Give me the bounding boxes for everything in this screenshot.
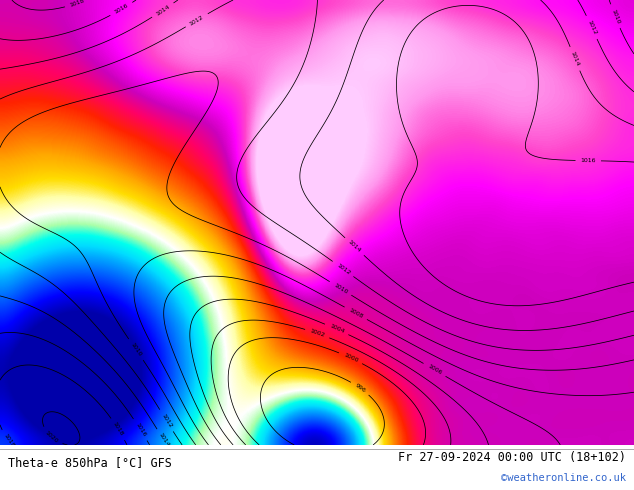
Text: 1004: 1004: [328, 324, 345, 335]
Text: 1000: 1000: [342, 352, 359, 364]
Text: 1018: 1018: [3, 433, 15, 449]
Text: 996: 996: [354, 383, 366, 393]
Text: 1016: 1016: [113, 3, 129, 15]
Text: 1018: 1018: [112, 421, 124, 437]
Text: 1020: 1020: [44, 430, 59, 444]
Text: 1012: 1012: [586, 19, 597, 35]
Text: 1012: 1012: [189, 14, 205, 26]
Text: 1006: 1006: [427, 364, 443, 376]
Text: 1018: 1018: [69, 0, 85, 8]
Text: 1010: 1010: [333, 282, 349, 294]
Text: 1016: 1016: [581, 158, 596, 163]
Text: 1014: 1014: [570, 50, 580, 67]
Text: 1012: 1012: [160, 413, 172, 429]
Text: 1008: 1008: [348, 307, 364, 319]
Text: 1014: 1014: [347, 240, 362, 254]
Text: Theta-e 850hPa [°C] GFS: Theta-e 850hPa [°C] GFS: [8, 457, 171, 469]
Text: ©weatheronline.co.uk: ©weatheronline.co.uk: [501, 473, 626, 483]
Text: 1014: 1014: [158, 432, 170, 448]
Text: 1002: 1002: [309, 328, 325, 339]
Text: 1016: 1016: [134, 422, 146, 438]
Text: 1014: 1014: [155, 4, 171, 17]
Text: 1010: 1010: [129, 342, 143, 357]
Text: 1010: 1010: [610, 8, 620, 24]
Text: Fr 27-09-2024 00:00 UTC (18+102): Fr 27-09-2024 00:00 UTC (18+102): [398, 451, 626, 464]
Text: 1012: 1012: [335, 262, 351, 275]
